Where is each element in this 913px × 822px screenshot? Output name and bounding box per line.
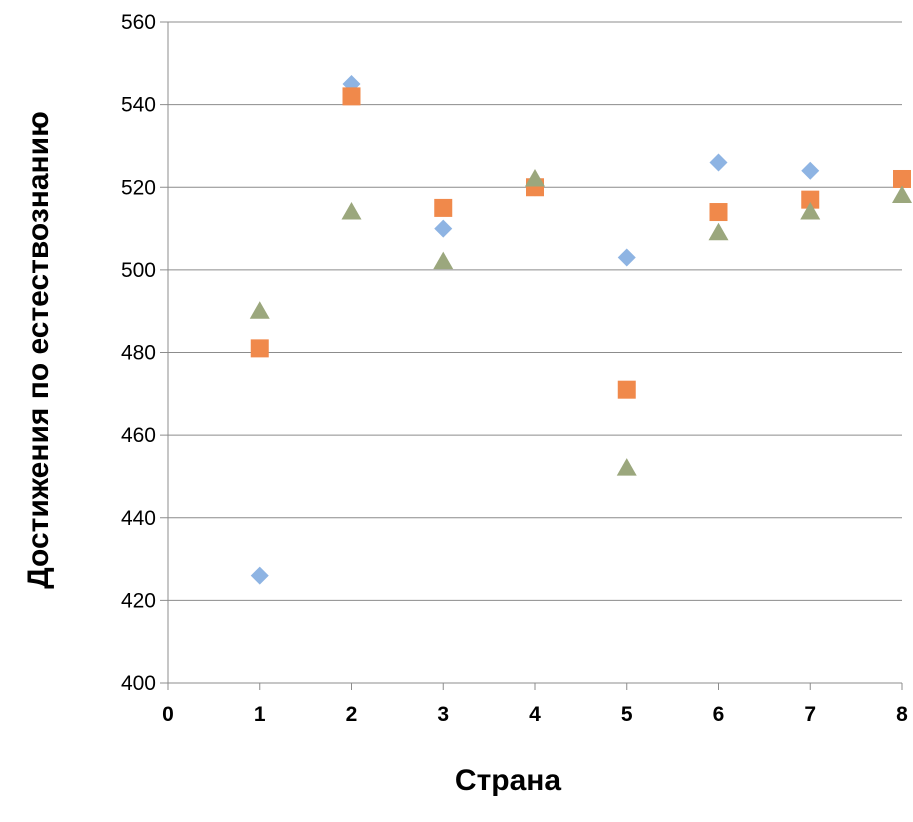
scatter-point-square <box>893 169 911 188</box>
scatter-point-triangle <box>525 168 545 187</box>
x-tick-label: 1 <box>254 703 266 726</box>
x-tick-label: 6 <box>713 703 725 726</box>
y-tick-label: 460 <box>121 424 156 447</box>
scatter-point-triangle <box>341 202 362 220</box>
scatter-point-square <box>434 198 453 217</box>
data-points <box>249 74 912 585</box>
x-tick-label: 3 <box>437 703 449 726</box>
x-tick-label: 4 <box>529 703 541 726</box>
scatter-point-diamond <box>617 248 636 267</box>
y-axis-title: Достижения по естествознанию <box>22 111 55 588</box>
x-tick-label: 0 <box>162 703 174 726</box>
scatter-point-triangle <box>249 301 270 319</box>
scatter-point-square <box>250 339 269 358</box>
scatter-point-diamond <box>250 566 269 585</box>
y-tick-label: 520 <box>121 176 156 199</box>
scatter-point-triangle <box>800 202 821 220</box>
scatter-point-triangle <box>892 185 912 204</box>
scatter-point-square <box>617 380 636 399</box>
grid-lines <box>168 21 902 601</box>
scatter-point-square <box>801 190 820 209</box>
y-tick-label: 420 <box>121 589 156 612</box>
y-tick-label: 540 <box>121 94 156 117</box>
x-tick-labels: 0 1 2 3 4 5 6 7 8 <box>162 703 908 726</box>
x-tick-label: 5 <box>621 703 633 726</box>
x-tick-label: 2 <box>346 703 358 726</box>
axes <box>160 21 903 690</box>
y-tick-label: 400 <box>121 672 156 695</box>
scatter-point-diamond <box>434 219 453 238</box>
x-tick-label: 7 <box>804 703 816 726</box>
scatter-point-diamond <box>709 153 728 172</box>
scatter-point-triangle <box>433 251 454 270</box>
scatter-point-square <box>342 87 361 106</box>
scatter-point-diamond <box>801 161 820 180</box>
x-axis-title: Страна <box>455 764 561 797</box>
x-tick-label: 8 <box>896 703 908 726</box>
y-tick-label: 480 <box>121 342 156 365</box>
y-tick-labels: 400 420 440 460 480 500 520 540 560 <box>121 11 156 695</box>
y-tick-label: 500 <box>121 259 156 282</box>
y-tick-label: 440 <box>121 507 156 530</box>
y-tick-label: 560 <box>121 11 156 34</box>
scatter-point-triangle <box>708 222 729 241</box>
scatter-point-triangle <box>616 458 637 476</box>
scatter-point-square <box>709 203 728 222</box>
